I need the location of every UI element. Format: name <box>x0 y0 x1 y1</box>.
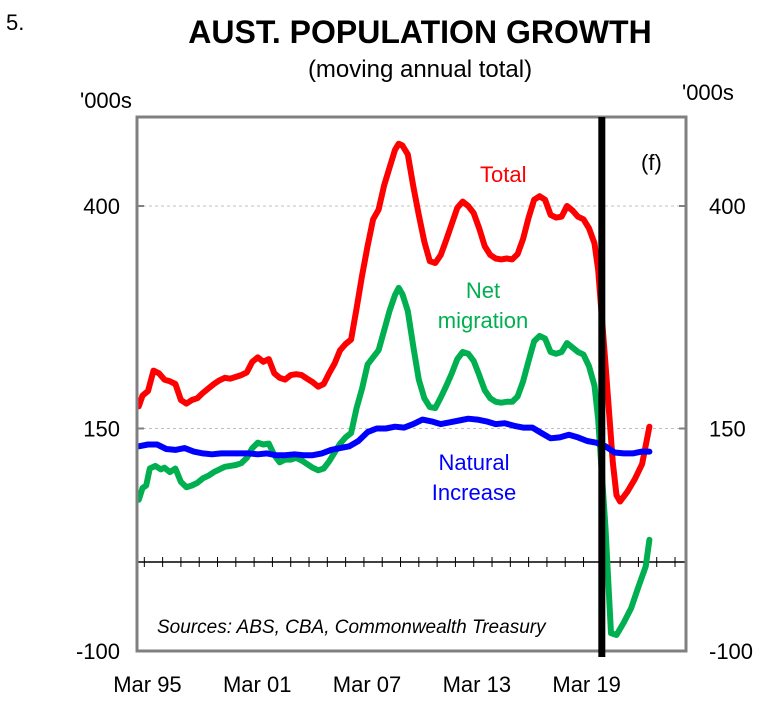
chart-number: 5. <box>6 10 24 35</box>
x-tick-label-1: Mar 01 <box>223 672 291 697</box>
series-label-natural-line2: Increase <box>432 480 516 505</box>
ticks-layer: -100 -100 150 150 400 400 Mar 95 Mar 01 Mar 07 Ma… <box>76 194 753 697</box>
y-unit-right: '000s <box>682 80 734 105</box>
y-tick-label-right-1: 150 <box>709 417 746 442</box>
series-label-net-migration-line1: Net <box>466 278 500 303</box>
chart-title: AUST. POPULATION GROWTH <box>188 14 651 50</box>
series-line-total <box>135 140 653 505</box>
x-tick-label-0: Mar 95 <box>113 672 181 697</box>
chart-subtitle: (moving annual total) <box>308 56 532 83</box>
x-tick-label-3: Mar 13 <box>443 672 511 697</box>
y-tick-label-left-2: 400 <box>83 194 120 219</box>
x-tick-label-4: Mar 19 <box>552 672 620 697</box>
series-label-net-migration-line2: migration <box>438 308 528 333</box>
series-layer <box>135 140 653 638</box>
x-tick-label-2: Mar 07 <box>333 672 401 697</box>
series-label-natural-line1: Natural <box>439 450 510 475</box>
series-line-net-migration <box>135 284 653 638</box>
series-line-natural-increase <box>135 415 653 459</box>
y-tick-label-right-0: -100 <box>709 639 753 664</box>
plot-frame <box>135 115 688 653</box>
y-tick-label-right-2: 400 <box>709 194 746 219</box>
forecast-label: (f) <box>641 150 662 175</box>
y-tick-label-left-1: 150 <box>83 417 120 442</box>
series-label-total: Total <box>480 162 526 187</box>
grid-layer <box>137 205 686 563</box>
y-tick-label-left-0: -100 <box>76 639 120 664</box>
source-note: Sources: ABS, CBA, Commonwealth Treasury <box>157 617 547 638</box>
y-unit-left: '000s <box>80 88 132 113</box>
